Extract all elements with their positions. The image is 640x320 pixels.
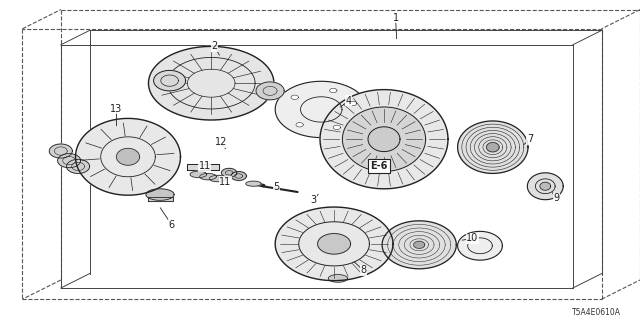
Polygon shape [458,231,502,260]
Text: 13: 13 [110,104,123,114]
Text: 2: 2 [211,41,218,52]
Polygon shape [67,159,90,173]
Polygon shape [413,241,425,248]
Polygon shape [540,182,550,190]
Text: 11: 11 [198,161,211,172]
Polygon shape [221,168,237,177]
Polygon shape [458,121,528,173]
Text: 8: 8 [360,265,367,276]
Text: 5: 5 [273,182,280,192]
Polygon shape [76,118,180,195]
Polygon shape [154,70,186,91]
Polygon shape [256,82,284,100]
Text: 4: 4 [346,96,352,106]
Polygon shape [291,95,298,100]
Polygon shape [148,197,173,201]
Polygon shape [382,221,456,269]
Polygon shape [190,171,207,178]
Polygon shape [231,172,246,180]
Polygon shape [209,175,226,182]
Text: 1: 1 [392,12,399,23]
Text: 10: 10 [466,233,479,244]
Polygon shape [317,234,351,254]
Polygon shape [342,107,426,172]
Text: 6: 6 [168,220,175,230]
Text: 3: 3 [310,195,317,205]
Text: E-6: E-6 [370,161,388,171]
Polygon shape [275,207,393,281]
Polygon shape [349,101,356,106]
Text: 7: 7 [527,134,533,144]
Polygon shape [320,90,448,189]
Polygon shape [333,125,340,130]
Polygon shape [328,275,348,282]
Text: 12: 12 [214,137,227,148]
Polygon shape [330,88,337,93]
Polygon shape [146,189,174,200]
Polygon shape [148,46,274,120]
Polygon shape [187,164,219,170]
Polygon shape [200,173,216,180]
Text: 9: 9 [554,193,560,204]
Polygon shape [58,154,81,168]
Polygon shape [275,81,367,138]
Polygon shape [368,127,400,152]
Text: T5A4E0610A: T5A4E0610A [572,308,621,317]
Polygon shape [296,123,303,127]
Polygon shape [486,142,499,152]
Polygon shape [116,148,140,165]
Polygon shape [527,173,563,200]
Polygon shape [246,181,261,186]
Polygon shape [49,144,72,158]
Text: 11: 11 [219,177,232,187]
